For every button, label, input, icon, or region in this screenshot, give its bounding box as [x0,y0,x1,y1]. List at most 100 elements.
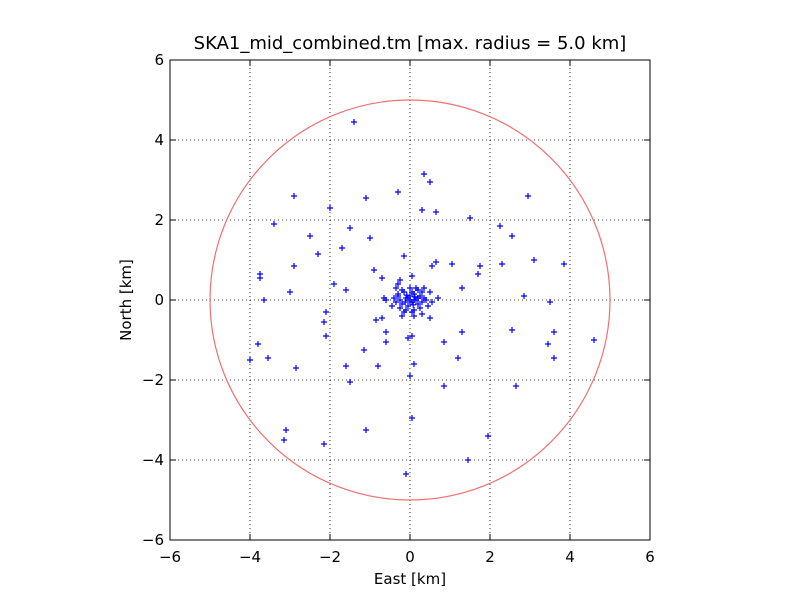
station-marker [363,427,369,433]
station-marker [255,341,261,347]
station-marker [367,235,373,241]
station-marker [399,313,405,319]
x-tick-label: 6 [645,548,655,566]
station-marker [383,329,389,335]
station-marker [427,289,433,295]
station-marker [405,335,411,341]
station-marker [407,285,413,291]
station-marker [409,415,415,421]
station-marker [323,309,329,315]
x-tick-label: −2 [319,548,341,566]
station-marker [399,287,405,293]
station-marker [591,337,597,343]
station-marker [465,457,471,463]
y-tick-label: −4 [142,451,164,469]
station-marker [393,285,399,291]
station-marker [411,293,418,300]
station-marker [409,289,415,295]
x-tick-label: −6 [159,548,181,566]
station-marker [395,189,401,195]
station-marker [413,285,419,291]
station-marker [307,233,313,239]
station-marker [419,289,425,295]
station-marker [509,233,515,239]
station-marker [327,205,333,211]
station-marker [397,297,403,303]
x-tick-label: 2 [485,548,495,566]
station-marker [411,361,417,367]
station-marker [433,209,439,215]
station-marker [271,221,277,227]
station-marker [339,245,345,251]
station-marker [287,289,293,295]
station-marker [485,433,491,439]
station-marker [441,383,447,389]
station-marker [551,329,557,335]
x-tick-label: −4 [239,548,261,566]
station-marker [393,299,399,305]
station-marker [405,303,411,309]
station-marker [343,287,349,293]
x-axis-label: East [km] [373,570,447,588]
max-radius-circle [209,99,611,501]
station-marker [347,379,353,385]
station-marker [421,171,427,177]
station-marker [433,259,439,265]
station-marker [291,263,297,269]
station-marker [467,215,473,221]
station-marker [403,292,410,299]
station-marker [401,309,407,315]
station-marker [375,363,381,369]
station-marker [331,281,337,287]
station-marker [499,261,505,267]
station-marker [409,273,415,279]
station-marker [347,225,353,231]
station-marker [455,355,461,361]
station-marker [561,261,567,267]
station-marker [351,119,357,125]
station-marker [409,333,415,339]
station-marker [261,297,267,303]
station-marker [459,285,465,291]
station-marker [419,311,425,317]
x-tick-label: 4 [565,548,575,566]
station-marker [477,263,483,269]
station-marker [389,303,395,309]
y-tick-label: 0 [154,291,164,309]
station-marker [435,295,441,301]
station-marker [427,179,433,185]
station-marker [509,327,515,333]
station-marker [411,313,417,319]
station-marker [525,193,531,199]
station-marker [547,299,553,305]
station-marker [397,277,403,283]
station-marker [315,251,321,257]
station-marker [421,285,427,291]
station-marker [429,263,435,269]
station-marker [417,305,423,311]
station-marker [395,291,401,297]
station-marker [531,257,537,263]
station-marker [425,303,431,309]
station-marker [423,297,429,303]
station-marker [545,341,551,347]
y-tick-label: 2 [154,211,164,229]
station-marker [395,281,401,287]
station-marker [323,333,329,339]
station-marker [403,471,409,477]
station-marker [291,193,297,199]
station-marker [391,295,397,301]
station-marker [247,357,253,363]
y-tick-label: −2 [142,371,164,389]
station-marker [293,365,299,371]
station-marker [321,319,327,325]
station-marker [459,329,465,335]
station-marker [257,275,263,281]
station-marker [343,363,349,369]
station-marker [283,427,289,433]
station-marker [415,295,421,301]
station-marker [383,297,389,303]
station-marker [371,267,377,273]
station-marker [521,293,527,299]
